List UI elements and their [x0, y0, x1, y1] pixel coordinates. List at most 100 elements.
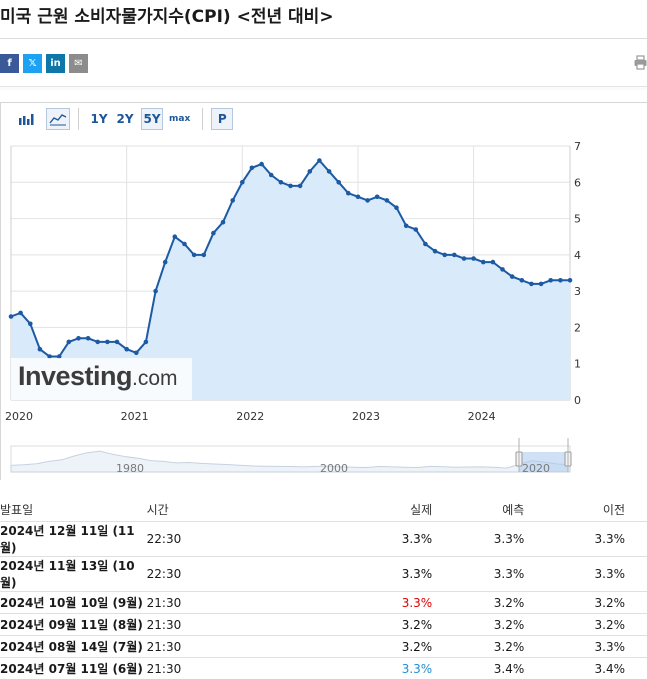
- x-tick-label: 2024: [468, 410, 496, 423]
- chart-toolbar: 1Y 2Y 5Y max P: [16, 107, 233, 131]
- x-tick-label: 2022: [236, 410, 264, 423]
- data-point: [308, 169, 313, 174]
- linkedin-icon[interactable]: in: [46, 54, 65, 73]
- x-tick-label: 2020: [5, 410, 33, 423]
- header-forecast[interactable]: 예측: [432, 497, 524, 522]
- data-point: [433, 249, 438, 254]
- data-point: [279, 180, 284, 185]
- toolbar-separator: [78, 108, 79, 130]
- forecast-cell: 3.3%: [432, 557, 524, 592]
- navigator-label: 1980: [116, 462, 144, 475]
- forecast-cell: 3.4%: [432, 658, 524, 679]
- y-tick-label: 5: [574, 213, 581, 226]
- data-point: [288, 184, 293, 189]
- forecast-cell: 3.2%: [432, 636, 524, 658]
- release-table: 발표일 시간 실제 예측 이전 2024년 12월 11일 (11월)22:30…: [0, 497, 647, 679]
- data-point: [491, 260, 496, 265]
- date-cell: 2024년 12월 11일 (11월): [0, 522, 147, 557]
- y-tick-label: 6: [574, 176, 581, 189]
- range-5y-button[interactable]: 5Y: [141, 108, 163, 130]
- time-cell: 21:30: [147, 636, 301, 658]
- time-cell: 21:30: [147, 658, 301, 679]
- data-point: [86, 336, 91, 341]
- data-point: [442, 253, 447, 258]
- header-time[interactable]: 시간: [147, 497, 301, 522]
- range-2y-button[interactable]: 2Y: [115, 108, 135, 130]
- data-point: [259, 162, 264, 167]
- range-max-button[interactable]: max: [169, 108, 190, 130]
- data-point: [336, 180, 341, 185]
- data-point: [365, 198, 370, 203]
- data-point: [558, 278, 563, 283]
- data-point: [317, 158, 322, 163]
- x-twitter-icon[interactable]: 𝕏: [23, 54, 42, 73]
- data-point: [452, 253, 457, 258]
- date-cell: 2024년 08월 14일 (7월): [0, 636, 147, 658]
- data-point: [385, 198, 390, 203]
- header-date[interactable]: 발표일: [0, 497, 147, 522]
- previous-cell: 3.3%: [524, 557, 647, 592]
- data-point: [404, 224, 409, 229]
- email-icon[interactable]: ✉: [69, 54, 88, 73]
- data-point: [568, 278, 573, 283]
- data-point: [202, 253, 207, 258]
- divider: [0, 86, 647, 87]
- data-point: [230, 198, 235, 203]
- data-point: [500, 267, 505, 272]
- actual-cell: 3.3%: [301, 592, 432, 614]
- y-tick-label: 3: [574, 285, 581, 298]
- data-point: [375, 195, 380, 200]
- header-previous[interactable]: 이전: [524, 497, 647, 522]
- data-point: [144, 340, 149, 345]
- investing-logo: Investing.com: [11, 358, 192, 400]
- y-tick-label: 7: [574, 140, 581, 153]
- toolbar-separator: [202, 108, 203, 130]
- data-point: [28, 322, 33, 327]
- data-point: [115, 340, 120, 345]
- actual-cell: 3.2%: [301, 614, 432, 636]
- actual-cell: 3.3%: [301, 522, 432, 557]
- header-actual[interactable]: 실제: [301, 497, 432, 522]
- data-point: [95, 340, 100, 345]
- data-point: [221, 220, 226, 225]
- time-cell: 21:30: [147, 592, 301, 614]
- actual-cell: 3.3%: [301, 658, 432, 679]
- date-cell: 2024년 10월 10일 (9월): [0, 592, 147, 614]
- data-point: [394, 205, 399, 210]
- data-point: [298, 184, 303, 189]
- previous-cell: 3.2%: [524, 592, 647, 614]
- area-chart-icon[interactable]: [46, 108, 70, 130]
- table-header-row: 발표일 시간 실제 예측 이전: [0, 497, 647, 522]
- facebook-icon[interactable]: f: [0, 54, 19, 73]
- previous-cell: 3.3%: [524, 636, 647, 658]
- page-title: 미국 근원 소비자물가지수(CPI) <전년 대비>: [0, 2, 334, 27]
- data-point: [105, 340, 110, 345]
- data-point: [153, 289, 158, 294]
- data-point: [327, 169, 332, 174]
- range-1y-button[interactable]: 1Y: [89, 108, 109, 130]
- data-point: [134, 351, 139, 356]
- data-point: [520, 278, 525, 283]
- time-cell: 22:30: [147, 522, 301, 557]
- previous-cell: 3.4%: [524, 658, 647, 679]
- data-point: [269, 173, 274, 178]
- data-point: [124, 347, 129, 352]
- data-point: [38, 347, 43, 352]
- bar-chart-icon[interactable]: [16, 108, 36, 130]
- x-tick-label: 2023: [352, 410, 380, 423]
- data-point: [67, 340, 72, 345]
- previous-cell: 3.2%: [524, 614, 647, 636]
- time-cell: 22:30: [147, 557, 301, 592]
- p-button[interactable]: P: [211, 108, 233, 130]
- data-point: [462, 256, 467, 261]
- x-tick-label: 2021: [121, 410, 149, 423]
- print-icon[interactable]: [634, 55, 647, 71]
- date-cell: 2024년 09월 11일 (8월): [0, 614, 147, 636]
- data-point: [414, 227, 419, 232]
- y-tick-label: 0: [574, 394, 581, 407]
